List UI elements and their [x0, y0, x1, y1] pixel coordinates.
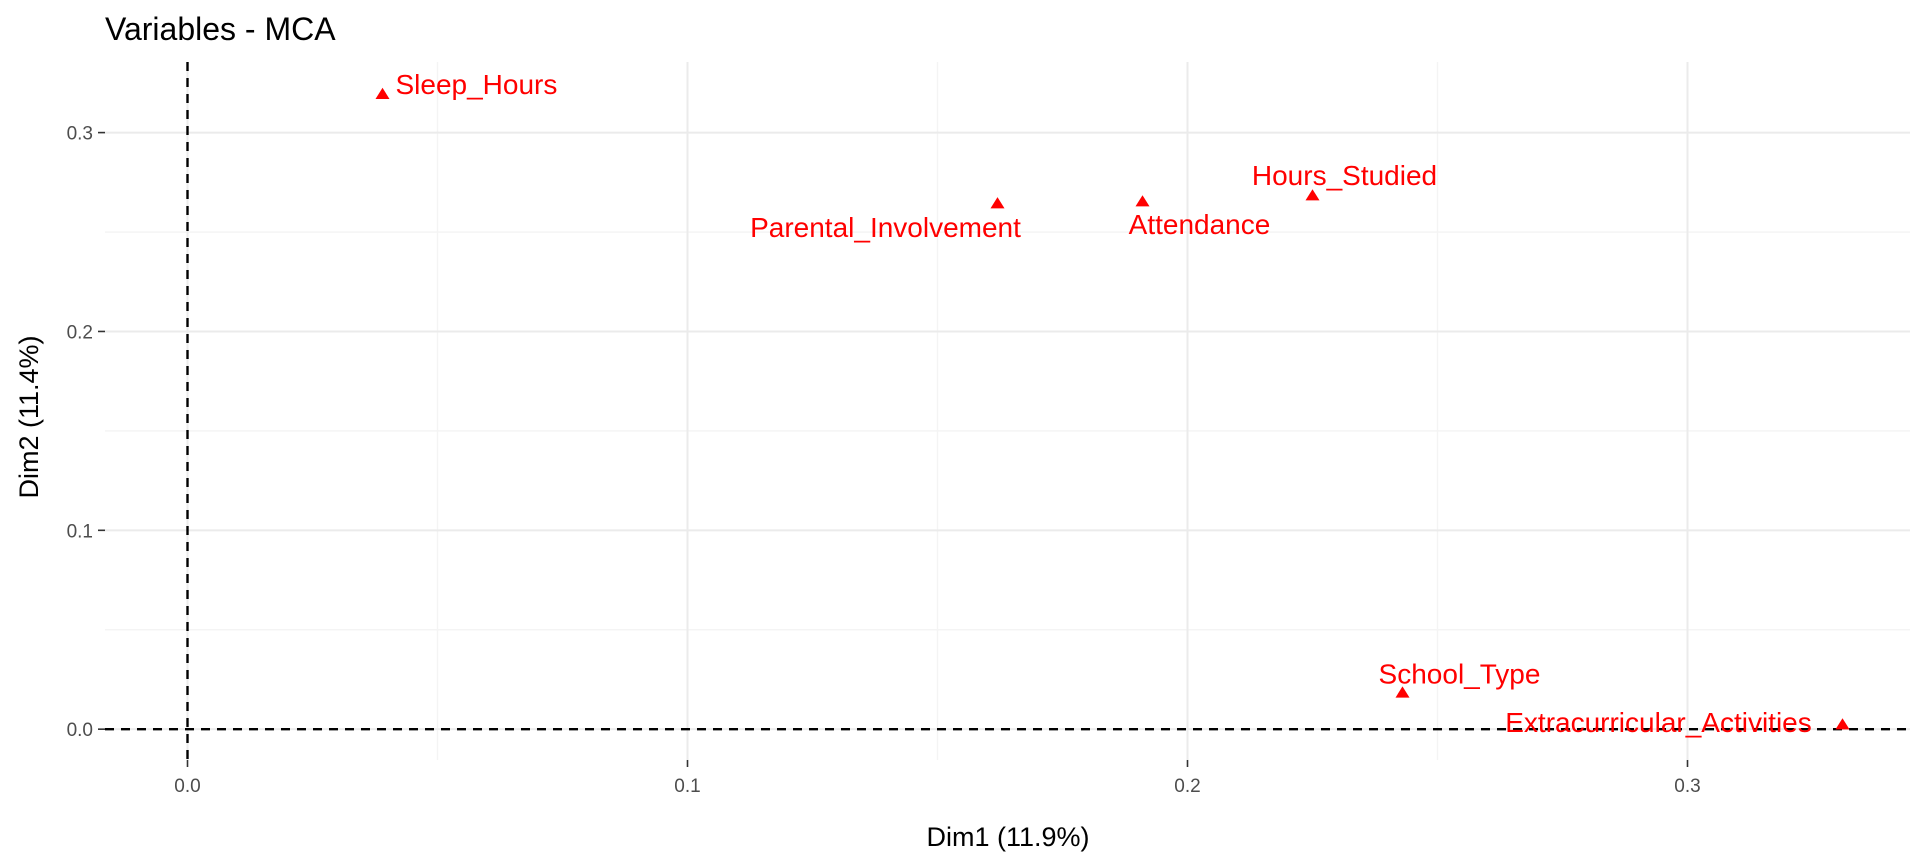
point-marker-2: [1135, 195, 1150, 207]
reference-lines: [105, 62, 1910, 760]
point-label-3: Hours_Studied: [1252, 160, 1437, 191]
y-tick-label-3: 0.3: [67, 124, 93, 145]
point-label-5: Extracurricular_Activities: [1505, 707, 1812, 738]
point-marker-3: [1305, 189, 1320, 201]
point-label-4: School_Type: [1379, 658, 1541, 689]
point-marker-0: [375, 87, 390, 100]
point-marker-5: [1835, 718, 1850, 730]
data-points: Sleep_Hours Parental_Involvement Attendanc…: [375, 69, 1850, 738]
point-label-0: Sleep_Hours: [396, 69, 558, 100]
x-axis-ticks: 0.0 0.1 0.2 0.3: [174, 760, 1701, 797]
y-axis-ticks: 0.0 0.1 0.2 0.3: [67, 124, 105, 741]
y-tick-label-1: 0.1: [67, 521, 93, 542]
grid: [105, 62, 1910, 760]
chart-title: Variables - MCA: [105, 11, 336, 47]
y-tick-label-2: 0.2: [67, 322, 93, 343]
point-label-2: Attendance: [1129, 209, 1271, 240]
x-tick-label-0: 0.0: [174, 776, 200, 797]
point-marker-1: [990, 197, 1005, 209]
x-axis-label: Dim1 (11.9%): [926, 822, 1089, 852]
y-axis-label: Dim2 (11.4%): [14, 335, 44, 498]
point-label-1: Parental_Involvement: [750, 212, 1021, 243]
point-marker-4: [1395, 686, 1410, 698]
y-tick-label-0: 0.0: [67, 720, 93, 741]
x-tick-label-3: 0.3: [1674, 776, 1700, 797]
x-tick-label-1: 0.1: [674, 776, 700, 797]
x-tick-label-2: 0.2: [1174, 776, 1200, 797]
